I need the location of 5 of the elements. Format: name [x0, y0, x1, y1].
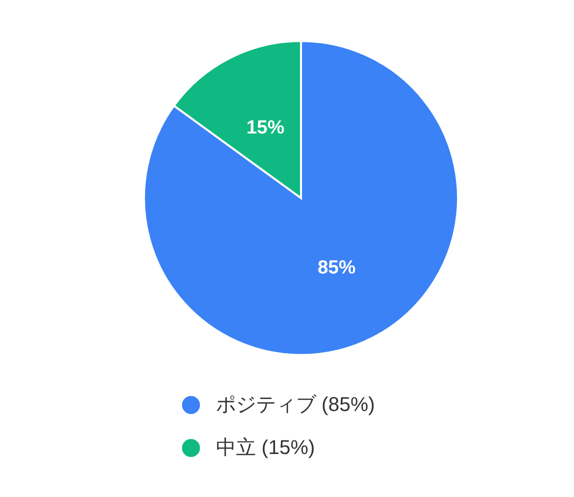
data-label: 15%	[246, 118, 284, 139]
legend-label: 中立 (15%)	[216, 437, 315, 459]
legend-label: ポジティブ (85%)	[216, 394, 375, 416]
data-label: 85%	[318, 257, 356, 278]
pie-slice	[143, 40, 459, 356]
